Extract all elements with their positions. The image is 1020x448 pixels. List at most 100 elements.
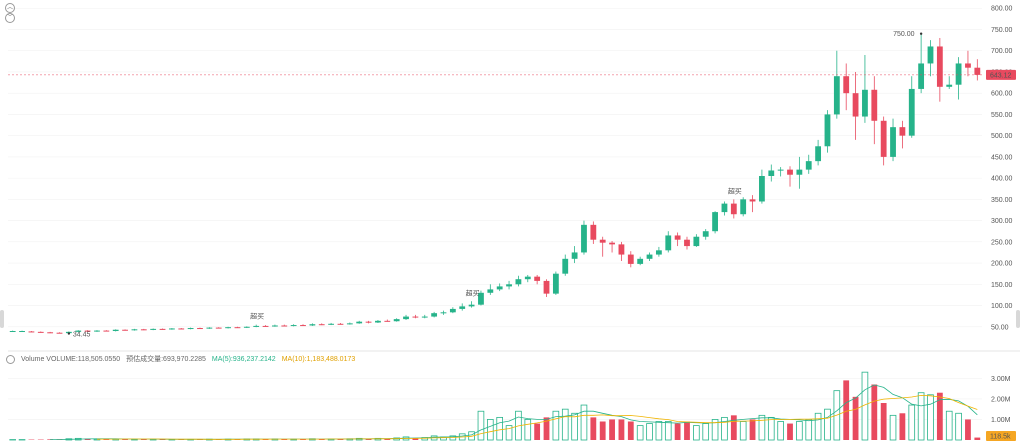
right-scroll-handle[interactable]: [1016, 310, 1020, 328]
candle-body: [927, 46, 934, 64]
volume-ma-lines: [50, 384, 978, 440]
volume-bar: [590, 417, 597, 440]
collapse-up-icon[interactable]: ︿: [5, 3, 15, 13]
candle-body: [403, 316, 409, 320]
volume-bar: [693, 425, 700, 441]
candle-body: [955, 63, 962, 85]
volume-bar: [889, 414, 897, 441]
candle-body: [880, 120, 887, 157]
volume-bar: [664, 421, 672, 441]
candle-body: [337, 323, 344, 325]
max-price-label: 750.00: [893, 31, 915, 38]
candle-body: [899, 127, 906, 136]
candle-body: [618, 244, 625, 255]
overbought-signal: 超买: [728, 186, 742, 195]
candle-body: [478, 292, 484, 305]
volume-bar: [955, 412, 962, 441]
price-axis: 800.00750.00700.00650.00600.00550.00500.…: [991, 6, 1013, 332]
candle-body: [225, 327, 231, 329]
volume-bar: [758, 414, 766, 441]
volume-bar: [646, 423, 653, 441]
volume-legend: Volume VOLUME:118,505.0550 预估成交量:693,970…: [6, 353, 355, 365]
candle-body: [440, 312, 447, 314]
candle-body: [384, 320, 391, 322]
volume-value: Volume VOLUME:118,505.0550: [21, 355, 121, 363]
candle-body: [318, 324, 325, 326]
candle-body: [833, 76, 840, 115]
collapse-down-icon[interactable]: ﹀: [5, 13, 15, 23]
candle-body: [637, 258, 644, 264]
volume-bar: [140, 439, 147, 440]
candle-body: [627, 254, 634, 264]
volume-bar: [927, 394, 934, 441]
candle-body: [534, 276, 541, 281]
price-tick-label: 50.00: [991, 324, 1009, 331]
candle-body: [787, 169, 793, 175]
candle-body: [777, 169, 784, 171]
price-tick-label: 450.00: [991, 154, 1013, 161]
candle-body: [965, 63, 971, 68]
candle-body: [178, 328, 185, 330]
candle-body: [168, 328, 175, 330]
ma5-value: MA(5):936,237.2142: [211, 355, 276, 363]
candle-body: [862, 89, 868, 117]
volume-bar: [477, 410, 485, 441]
candle-body: [140, 329, 147, 331]
price-tick-label: 500.00: [991, 133, 1013, 140]
candle-body: [449, 308, 456, 313]
volume-tick-label: 1.00M: [991, 417, 1011, 424]
candle-body: [122, 329, 128, 331]
candle-body: [974, 67, 981, 75]
candle-body: [346, 323, 353, 325]
candle-body: [852, 93, 859, 117]
volume-bar: [627, 421, 634, 440]
candle-body: [946, 84, 953, 87]
volume-bar: [524, 419, 532, 441]
volume-bar: [487, 419, 494, 441]
price-tick-label: 300.00: [991, 218, 1013, 225]
candle-body: [712, 212, 718, 232]
volume-bar: [337, 438, 344, 440]
volume-bar: [880, 403, 887, 440]
candle-body: [75, 330, 82, 332]
volume-bar: [730, 415, 737, 440]
left-scroll-handle[interactable]: [0, 310, 4, 328]
overbought-signal: 超买: [250, 312, 264, 321]
volume-axis: 3.00M 2.00M 1.00M: [991, 376, 1011, 424]
last-volume-tag-text: 118.5k: [990, 434, 1011, 441]
candle-body: [431, 313, 438, 317]
candle-body: [721, 203, 728, 213]
volume-tick-label: 3.00M: [991, 376, 1011, 383]
candle-body: [159, 328, 166, 330]
volume-bar: [103, 439, 110, 440]
volume-bar: [496, 416, 503, 441]
eye-icon[interactable]: [6, 354, 15, 364]
candle-body: [112, 329, 119, 332]
candle-body: [674, 235, 681, 240]
volume-bar: [365, 438, 372, 440]
price-tick-label: 800.00: [991, 6, 1013, 13]
volume-bar: [908, 404, 916, 441]
candle-body: [918, 63, 925, 89]
volume-bar: [599, 421, 606, 440]
last-volume-tag: [986, 431, 1016, 441]
volume-ma10-line: [96, 394, 978, 440]
price-tick-label: 350.00: [991, 197, 1013, 204]
max-price-marker: [919, 32, 923, 35]
last-price-tag-text: 643.12: [990, 72, 1012, 79]
candle-body: [890, 127, 896, 157]
candle-body: [103, 330, 110, 332]
volume-bar: [609, 419, 615, 440]
price-tick-label: 100.00: [991, 303, 1013, 310]
volume-bar: [787, 423, 793, 440]
candle-body: [871, 89, 878, 121]
candle-body: [552, 273, 559, 294]
ma10-value: MA(10):1,183,488.0173: [281, 355, 356, 363]
candle-body: [581, 224, 587, 253]
candle-body: [571, 252, 578, 259]
volume-bars: [9, 371, 981, 441]
volume-bar: [561, 408, 569, 441]
candle-body: [272, 325, 278, 327]
